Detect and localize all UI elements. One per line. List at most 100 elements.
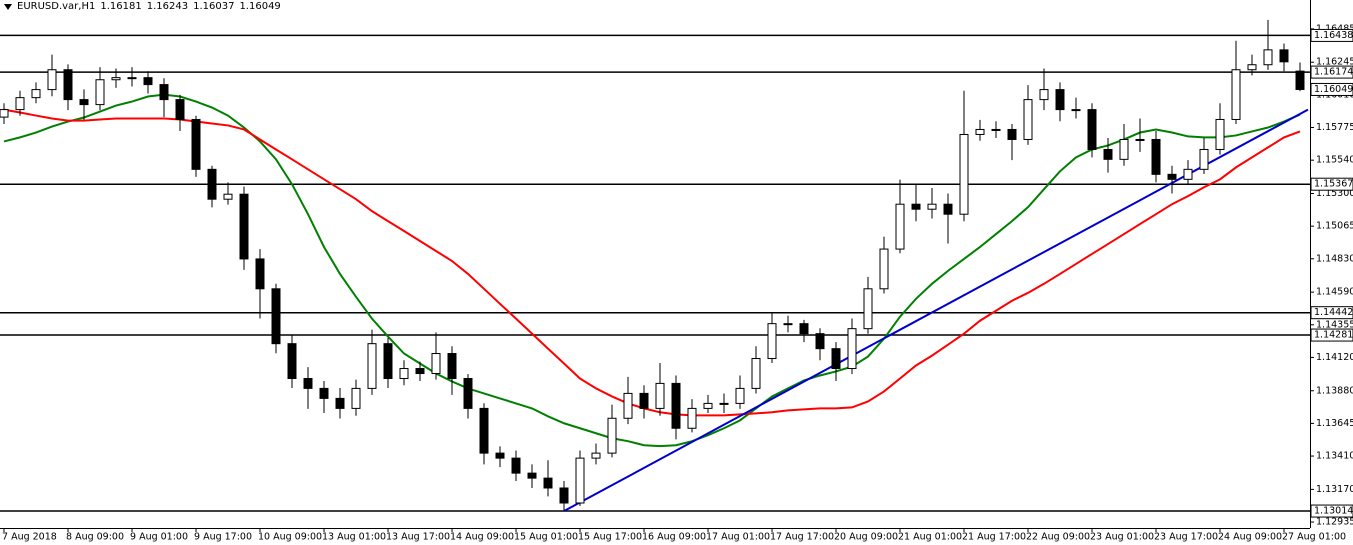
candle-body xyxy=(287,343,297,380)
candle-body xyxy=(79,99,89,106)
candle-body xyxy=(511,457,521,474)
y-tick-label: 1.13880 xyxy=(1316,385,1353,396)
candle-body xyxy=(847,328,857,370)
candle-body xyxy=(479,407,489,454)
y-tick-label: 1.15540 xyxy=(1316,155,1353,166)
x-tick-label: 23 Aug 01:00 xyxy=(1090,532,1154,543)
level-label-box xyxy=(1310,28,1353,42)
x-tick-label: 13 Aug 17:00 xyxy=(386,532,450,543)
candle-body xyxy=(1055,89,1065,111)
candle-body xyxy=(815,333,825,350)
x-tick-label: 17 Aug 17:00 xyxy=(770,532,834,543)
candle-body xyxy=(1023,99,1033,140)
candle-body xyxy=(655,382,665,409)
candle-body xyxy=(447,353,457,380)
candle-body xyxy=(319,387,329,399)
candle-body xyxy=(1279,49,1289,63)
candle-body xyxy=(31,89,41,99)
candle-body xyxy=(1007,128,1017,140)
level-label-box xyxy=(1310,306,1353,320)
candle-body xyxy=(703,402,713,409)
candle-body xyxy=(863,288,873,330)
level-label: 1.14281 xyxy=(1314,330,1353,341)
candle-body xyxy=(895,203,905,250)
y-tick-label: 1.13410 xyxy=(1316,451,1353,462)
x-tick-label: 27 Aug 01:00 xyxy=(1282,532,1346,543)
candle-body xyxy=(799,323,809,335)
candle-body xyxy=(495,452,505,459)
level-label: 1.16438 xyxy=(1314,30,1353,41)
level-label-box xyxy=(1310,504,1353,518)
y-tick-label: 1.16245 xyxy=(1316,57,1353,68)
y-tick-label: 1.15065 xyxy=(1316,221,1353,232)
candle-body xyxy=(607,417,617,454)
candle-body xyxy=(783,323,793,326)
header-high: 1.16243 xyxy=(146,1,189,12)
level-label-box xyxy=(1310,177,1353,191)
x-tick-label: 8 Aug 09:00 xyxy=(66,532,124,543)
candle-body xyxy=(399,368,409,380)
x-tick-label: 10 Aug 09:00 xyxy=(258,532,322,543)
candle-body xyxy=(1039,89,1049,101)
x-tick-label: 17 Aug 01:00 xyxy=(706,532,770,543)
candle-body xyxy=(431,353,441,375)
y-tick-label: 1.14830 xyxy=(1316,253,1353,264)
header: EURUSD.var,H1 1.16181 1.16243 1.16037 1.… xyxy=(4,1,281,12)
header-open: 1.16181 xyxy=(100,1,142,12)
y-tick-label: 1.13170 xyxy=(1316,484,1353,495)
y-tick-label: 1.14120 xyxy=(1316,352,1353,363)
y-tick-label: 1.16485 xyxy=(1316,23,1353,34)
candle-body xyxy=(415,368,425,375)
candle-body xyxy=(1295,70,1305,90)
y-tick-label: 1.15300 xyxy=(1316,188,1353,199)
candle-body xyxy=(191,118,201,170)
candle-body xyxy=(527,472,537,479)
x-tick-label: 15 Aug 01:00 xyxy=(514,532,578,543)
y-tick-label: 1.12935 xyxy=(1316,517,1353,528)
candle-body xyxy=(975,128,985,135)
header-arrow xyxy=(4,3,12,10)
x-tick-label: 21 Aug 01:00 xyxy=(898,532,962,543)
current-price-box xyxy=(1310,82,1353,96)
candle-body xyxy=(47,69,57,91)
candle-body xyxy=(1103,148,1113,160)
candle-body xyxy=(239,193,249,260)
candle-body xyxy=(15,97,25,111)
level-label-box xyxy=(1310,328,1353,342)
symbol: EURUSD.var,H1 xyxy=(17,1,96,12)
candle-body xyxy=(1247,64,1257,71)
moving-average xyxy=(3,108,1301,417)
x-tick-label: 13 Aug 01:00 xyxy=(322,532,386,543)
candle-body xyxy=(1199,148,1209,170)
candle-body xyxy=(463,378,473,409)
level-label: 1.14442 xyxy=(1314,307,1353,318)
candle-body xyxy=(63,69,73,101)
candle-body xyxy=(1215,118,1225,150)
candle-body xyxy=(575,457,585,504)
candle-body xyxy=(1151,138,1161,175)
x-tick-label: 23 Aug 17:00 xyxy=(1154,532,1218,543)
candle-body xyxy=(207,168,217,200)
candle-body xyxy=(719,402,729,405)
candle-body xyxy=(735,387,745,404)
candle-body xyxy=(1183,168,1193,180)
moving-average xyxy=(3,93,1301,448)
y-tick-label: 1.13645 xyxy=(1316,418,1353,429)
level-label: 1.13014 xyxy=(1314,506,1353,517)
y-tick-label: 1.14590 xyxy=(1316,287,1353,298)
candle-body xyxy=(111,77,121,81)
x-tick-label: 24 Aug 09:00 xyxy=(1218,532,1282,543)
candle-body xyxy=(623,392,633,419)
current-price-label: 1.16049 xyxy=(1314,84,1353,95)
candle-body xyxy=(127,77,137,80)
y-tick-label: 1.15775 xyxy=(1316,122,1353,133)
candle-body xyxy=(255,258,265,290)
x-tick-label: 7 Aug 2018 xyxy=(2,532,57,543)
x-tick-label: 20 Aug 09:00 xyxy=(834,532,898,543)
candle-body xyxy=(1135,138,1145,141)
candle-body xyxy=(927,203,937,210)
candle-body xyxy=(751,358,761,389)
candle-body xyxy=(95,79,105,106)
